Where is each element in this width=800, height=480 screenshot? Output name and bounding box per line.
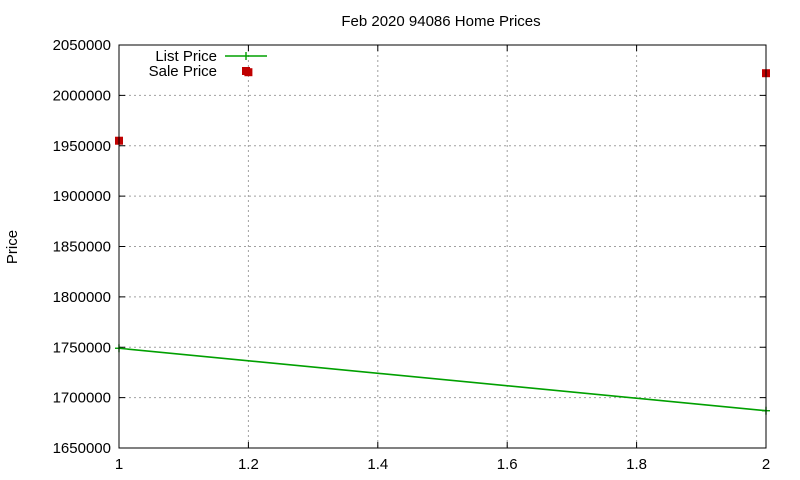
axis-ticks: 1 1.2 1.4 1.6 1.8 2 1650000 1700000 1750000 18000… [53,37,771,473]
legend-swatch-sale-price [242,67,250,75]
x-tick-label: 1 [115,456,123,473]
y-axis-label: Price [4,230,21,264]
series-line-list-price [118,347,767,412]
y-tick-label: 1750000 [53,339,111,356]
x-tick-label: 1.8 [626,456,647,473]
x-tick-label: 1.2 [238,456,259,473]
grid-lines [119,45,766,448]
x-tick-label: 2 [762,456,770,473]
chart-title: Feb 2020 94086 Home Prices [341,13,540,30]
y-tick-label: 2050000 [53,37,111,54]
series-layer [115,68,770,415]
x-tick-label: 1.6 [497,456,518,473]
y-tick-label: 2000000 [53,87,111,104]
y-tick-label: 1850000 [53,239,111,256]
x-tick-label: 1.4 [367,456,388,473]
legend-label: List Price [155,48,217,65]
y-tick-label: 1700000 [53,390,111,407]
legend-label: Sale Price [149,63,217,80]
plot-frame [118,44,767,449]
y-tick-label: 1800000 [53,289,111,306]
y-tick-label: 1900000 [53,188,111,205]
y-tick-label: 1950000 [53,138,111,155]
y-tick-label: 1650000 [53,440,111,457]
